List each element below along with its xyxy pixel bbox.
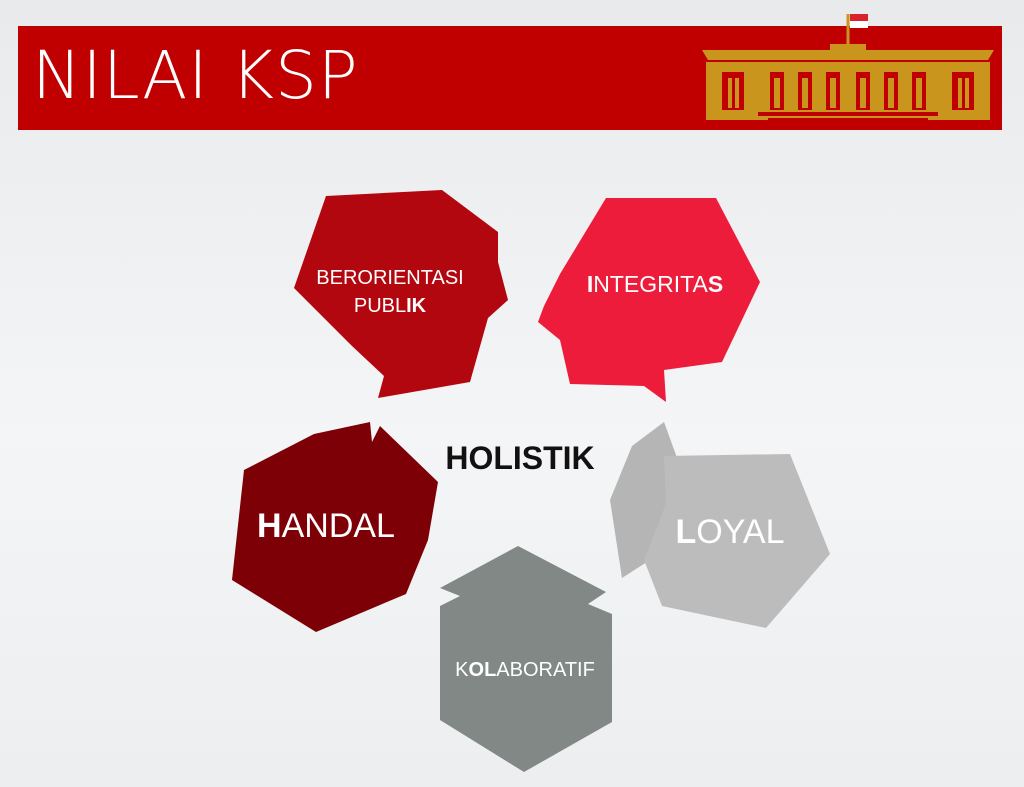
label-segment: I xyxy=(586,271,594,297)
label-segment: S xyxy=(707,271,724,297)
label-segment: OL xyxy=(468,659,497,681)
label-line: HANDAL xyxy=(236,506,416,546)
label-segment: PUBL xyxy=(353,295,407,317)
label-kolaboratif: KOLABORATIF xyxy=(430,656,620,684)
label-segment: H xyxy=(257,507,282,545)
label-line: KOLABORATIF xyxy=(430,656,620,684)
label-segment: K xyxy=(455,659,469,681)
label-line: LOYAL xyxy=(640,512,820,552)
label-segment: OYAL xyxy=(696,513,785,551)
shape-kolaboratif xyxy=(440,546,612,772)
label-integritas: INTEGRITAS xyxy=(560,268,750,300)
label-line: BERORIENTASI xyxy=(300,264,480,292)
shape-loyal-lobe xyxy=(610,422,680,578)
label-segment: BERORIENTASI xyxy=(316,267,464,289)
shape-loyal xyxy=(644,454,830,628)
shape-berorientasi-publik xyxy=(294,190,508,398)
label-segment: NTEGRITA xyxy=(593,271,708,297)
slide-title: NILAI KSP xyxy=(32,37,359,114)
label-segment: L xyxy=(675,513,697,551)
title-bar: NILAI KSP xyxy=(18,14,1002,130)
shape-integritas xyxy=(538,198,760,402)
label-loyal: LOYAL xyxy=(640,512,820,552)
label-segment: ANDAL xyxy=(281,507,395,545)
label-line: INTEGRITAS xyxy=(560,268,750,300)
palace-logo-icon xyxy=(702,14,994,120)
label-segment: ABORATIF xyxy=(496,659,595,681)
label-handal: HANDAL xyxy=(236,506,416,546)
label-segment: IK xyxy=(406,295,427,317)
label-berorientasi-publik: BERORIENTASI PUBLIK xyxy=(300,264,480,320)
center-label-holistik: HOLISTIK xyxy=(445,440,595,476)
label-line: PUBLIK xyxy=(300,292,480,320)
shape-handal xyxy=(232,422,438,632)
